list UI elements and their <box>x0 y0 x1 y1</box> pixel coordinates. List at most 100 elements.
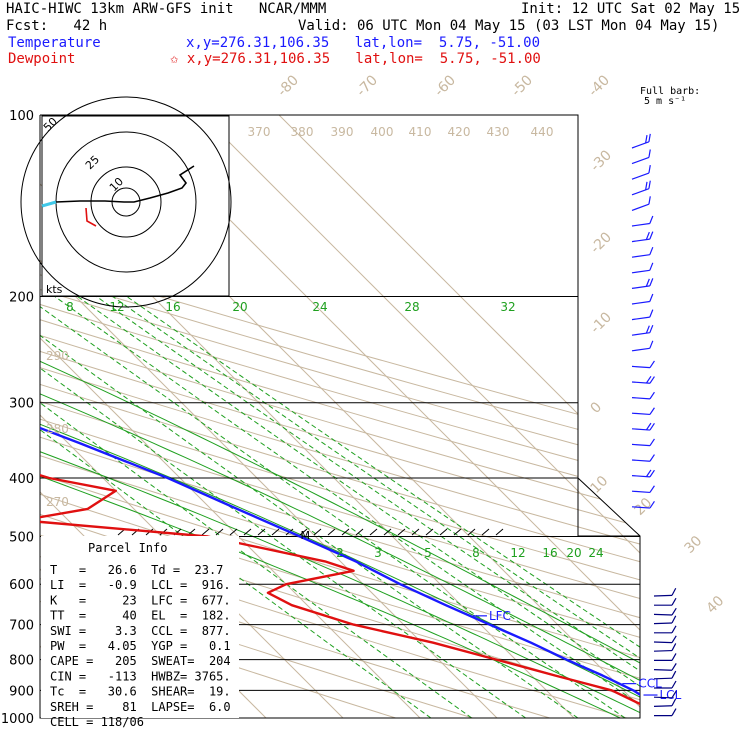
parcel-info-box: Parcel Info T = 26.6 Td = 23.7LI = -0.9 L… <box>41 536 239 729</box>
wind-barb <box>654 597 677 606</box>
theta-label: 410 <box>409 125 432 139</box>
wind-barb-flag <box>649 391 655 400</box>
parcel-info-row: SREH = 81 LAPSE= 6.0 <box>50 700 231 714</box>
wind-barb <box>631 180 651 196</box>
theta-label: 270 <box>46 495 69 509</box>
mixing-ratio-label: 5 <box>424 546 432 560</box>
wind-barb-flag <box>649 501 655 509</box>
theta-label: 370 <box>248 125 271 139</box>
theta-label: 290 <box>46 349 69 363</box>
wind-barb <box>653 643 677 652</box>
wind-barb-flag <box>671 663 677 671</box>
parcel-info-row: T = 26.6 Td = 23.7 <box>50 563 223 577</box>
wind-barb <box>631 360 655 369</box>
wind-barb-flag <box>649 293 654 302</box>
dry-adiabat-line <box>40 115 640 718</box>
wind-barb-staff <box>631 332 650 336</box>
wind-barb-flag <box>649 309 654 318</box>
hash-mark <box>467 528 476 536</box>
wind-barb-staff <box>653 705 673 707</box>
mixing-ratio-label: 20 <box>232 300 247 314</box>
pressure-label: 400 <box>9 472 34 487</box>
theta-label: 400 <box>371 125 394 139</box>
wind-barb <box>631 391 655 400</box>
pressure-label: 800 <box>9 654 34 669</box>
dry-adiabat-line <box>40 115 640 718</box>
wind-barb-flag <box>649 485 655 493</box>
mixing-ratio-label: 16 <box>542 546 557 560</box>
mixing-ratio-label: 8 <box>66 300 74 314</box>
mixing-ratio-label: 28 <box>404 300 419 314</box>
hodograph-trace <box>41 165 195 207</box>
wind-barb <box>653 607 677 616</box>
wind-barb <box>653 615 677 625</box>
isotherm-label: 10 <box>588 473 612 497</box>
wind-barb-staff <box>631 506 650 509</box>
isotherm-label: -40 <box>586 72 613 99</box>
dry-adiabat-line <box>40 115 396 718</box>
parcel-info-row: K = 23 LFC = 677. <box>50 593 231 607</box>
wind-barb <box>631 133 651 149</box>
pressure-label: 200 <box>9 291 34 306</box>
temperature-legend: Temperature <box>8 35 101 51</box>
wind-barb-staff <box>631 285 650 289</box>
hash-mark <box>327 528 336 536</box>
wind-barb-flag <box>671 643 677 651</box>
dry-adiabat-line <box>40 115 640 718</box>
wind-barb-staff <box>631 172 650 180</box>
wind-barb-staff <box>631 397 650 400</box>
wind-barb-flag <box>649 360 655 368</box>
wind-barb-flag <box>671 653 677 661</box>
dry-adiabat-line <box>40 115 640 718</box>
wind-barb <box>653 690 677 699</box>
header-line1-right: Init: 12 UTC Sat 02 May 15 <box>521 1 740 17</box>
dewpoint-coords: ✩ x,y=276.31,106.35 lat,lon= 5.75, -51.0… <box>170 51 541 67</box>
wind-barb <box>631 164 651 180</box>
isotherm-label: -30 <box>588 147 615 174</box>
temperature-line <box>40 115 640 718</box>
theta-label: 420 <box>448 125 471 139</box>
mixing-ratio-label: 24 <box>312 300 327 314</box>
dry-adiabat-line <box>40 115 473 718</box>
level-marker-label: LCL <box>660 688 682 702</box>
parcel-info-row: CIN = -113 HWBZ= 3765. <box>50 669 231 683</box>
theta-label: 440 <box>531 125 554 139</box>
dry-adiabat-line <box>40 115 640 718</box>
hodograph-unit-label: kts <box>46 283 63 296</box>
hash-mark <box>229 528 238 536</box>
isotherm-label: -80 <box>275 72 302 99</box>
wind-barb-flag <box>649 231 654 240</box>
wind-barb-staff <box>653 622 673 625</box>
isotherm-label: -50 <box>509 72 536 99</box>
wind-barb-staff <box>653 649 673 652</box>
hash-mark <box>271 528 280 536</box>
isotherm-label: -10 <box>588 309 615 336</box>
wind-barb <box>631 422 655 431</box>
wind-barb <box>631 375 655 384</box>
header-line2-left: Fcst: 42 h <box>6 18 108 34</box>
wind-barb <box>631 196 651 211</box>
wind-barb-flag <box>645 469 652 477</box>
isotherm-line <box>40 115 344 718</box>
hash-mark <box>369 528 378 536</box>
hodograph-frame <box>41 115 230 297</box>
isotherm-line <box>278 115 640 718</box>
isotherm-label: 40 <box>704 593 728 617</box>
isotherm-line <box>40 115 421 718</box>
mixing-ratio-label: 8 <box>472 546 480 560</box>
wind-barb-flag <box>648 180 651 189</box>
parcel-info-row: PW = 4.05 YGP = 0.1 <box>50 639 231 653</box>
wind-barb-flag <box>645 278 650 287</box>
dry-adiabat-line <box>40 115 640 718</box>
pressure-label: 100 <box>9 109 34 124</box>
wind-barb-staff <box>631 254 650 258</box>
isotherm-label: -60 <box>432 72 459 99</box>
wind-barb-flag <box>645 422 652 431</box>
parcel-info-row: CELL = 118/06 <box>50 715 144 729</box>
wind-barb-flag <box>649 340 654 349</box>
wind-barb-flag <box>649 246 654 255</box>
wind-barb-staff <box>631 443 650 447</box>
hash-mark <box>383 528 392 536</box>
wind-barb-staff <box>631 490 650 494</box>
dry-adiabat-line <box>40 115 640 718</box>
